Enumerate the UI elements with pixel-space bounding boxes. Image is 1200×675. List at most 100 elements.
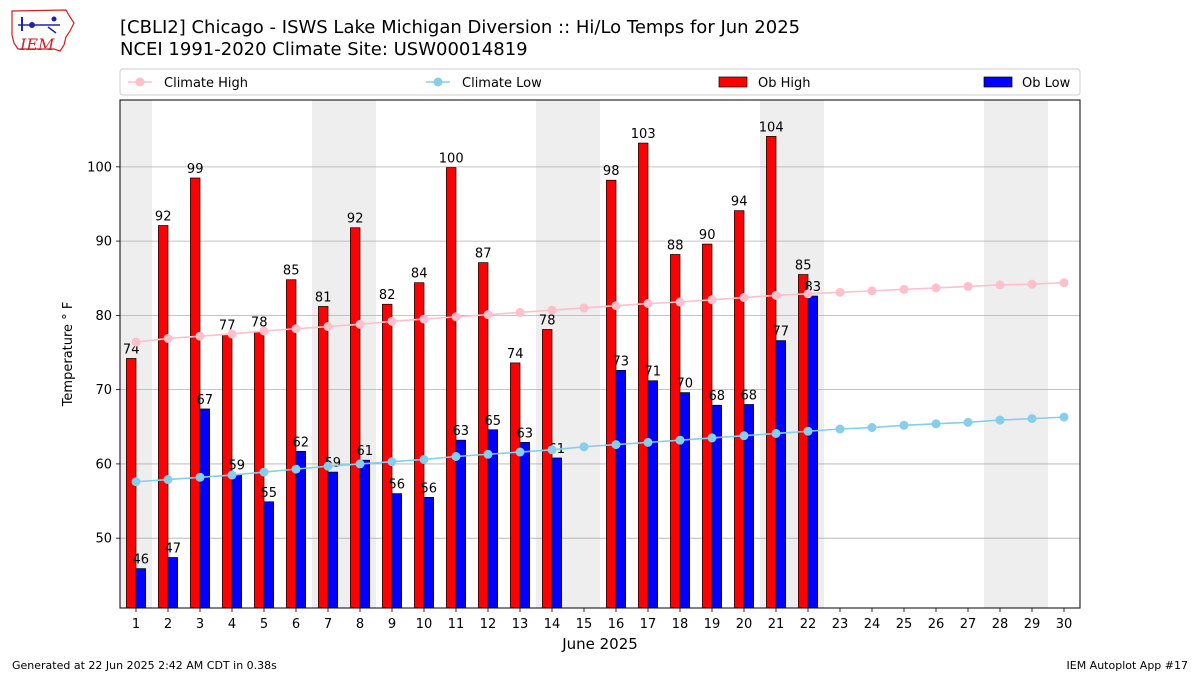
ob-low-bar (167, 557, 178, 609)
climate-low-point (675, 435, 685, 445)
climate-high-point (931, 283, 941, 293)
climate-high-point (323, 322, 333, 332)
x-tick-label: 22 (800, 617, 817, 632)
ob-high-label: 100 (439, 152, 464, 167)
weekend-shading (568, 100, 600, 608)
ob-low-bar (647, 380, 658, 609)
x-tick-label: 30 (1056, 617, 1073, 632)
x-tick-label: 15 (576, 617, 593, 632)
climate-low-point (739, 431, 749, 441)
climate-low-point (195, 472, 205, 482)
climate-low-point (291, 464, 301, 474)
x-tick-label: 9 (388, 617, 396, 632)
ob-low-label: 68 (709, 389, 726, 404)
ob-high-bar (510, 362, 521, 609)
ob-low-label: 77 (773, 325, 790, 340)
legend-climate-high-marker (135, 77, 145, 87)
x-tick-label: 17 (640, 617, 657, 632)
generated-timestamp: Generated at 22 Jun 2025 2:42 AM CDT in … (12, 659, 277, 672)
climate-low-point (931, 419, 941, 429)
ob-low-label: 59 (229, 458, 246, 473)
x-tick-label: 26 (928, 617, 945, 632)
x-tick-label: 10 (416, 617, 433, 632)
ob-low-bar (679, 392, 690, 609)
x-tick-label: 7 (324, 617, 332, 632)
climate-low-point (643, 437, 653, 447)
climate-low-point (419, 454, 429, 464)
climate-low-point (1027, 414, 1037, 424)
climate-high-point (419, 314, 429, 324)
ob-high-label: 94 (731, 195, 748, 210)
ob-low-label: 68 (741, 389, 758, 404)
x-tick-label: 5 (260, 617, 268, 632)
climate-low-point (579, 442, 589, 452)
climate-low-point (163, 475, 173, 485)
legend: Climate High Climate Low Ob High Ob Low (119, 68, 1081, 96)
ob-low-label: 55 (261, 486, 278, 501)
climate-low-line (135, 416, 1065, 483)
y-axis-label: Temperature ° F (61, 302, 76, 408)
ob-high-label: 85 (283, 264, 300, 279)
climate-high-point (963, 281, 973, 291)
y-tick-label: 50 (95, 532, 112, 547)
ob-low-bar (231, 473, 242, 609)
y-tick-label: 80 (95, 309, 112, 324)
climate-high-point (483, 310, 493, 320)
ob-low-label: 70 (677, 377, 694, 392)
climate-low-point (867, 423, 877, 433)
ob-high-label: 103 (631, 127, 656, 142)
climate-low-point (227, 470, 237, 480)
x-tick-label: 11 (448, 617, 465, 632)
climate-high-point (707, 295, 717, 305)
ob-high-bar (542, 329, 553, 609)
climate-high-point (739, 293, 749, 303)
x-tick-label: 4 (228, 617, 236, 632)
ob-low-bar (519, 442, 530, 609)
climate-high-point (1027, 279, 1037, 289)
legend-ob-high-swatch (718, 76, 748, 88)
climate-low-point (451, 451, 461, 461)
ob-low-bar (327, 471, 338, 609)
ob-low-label: 63 (517, 426, 534, 441)
x-tick-label: 25 (896, 617, 913, 632)
climate-low-point (259, 467, 269, 477)
climate-high-point (835, 287, 845, 297)
ob-high-bar (446, 167, 457, 609)
climate-low-point (707, 433, 717, 443)
x-tick-label: 14 (544, 617, 561, 632)
climate-high-point (163, 333, 173, 343)
iowa-state-weather-logo-icon (11, 9, 75, 52)
x-tick-label: 28 (992, 617, 1009, 632)
x-tick-label: 27 (960, 617, 977, 632)
climate-low-point (323, 461, 333, 471)
legend-climate-low-label: Climate Low (462, 76, 542, 91)
legend-climate-low-marker (433, 77, 443, 87)
x-tick-label: 12 (480, 617, 497, 632)
climate-low-point (899, 420, 909, 430)
climate-low-point (1059, 412, 1069, 422)
climate-low-point (611, 440, 621, 450)
ob-low-label: 63 (453, 424, 470, 439)
ob-low-label: 62 (293, 435, 310, 450)
chart-subtitle: NCEI 1991-2020 Climate Site: USW00014819 (120, 39, 528, 60)
ob-high-label: 99 (187, 162, 204, 177)
climate-high-line (135, 281, 1065, 343)
climate-high-point (579, 303, 589, 313)
climate-high-point (867, 286, 877, 296)
climate-high-point (515, 307, 525, 317)
x-tick-label: 6 (292, 617, 300, 632)
x-tick-label: 16 (608, 617, 625, 632)
x-tick-label: 19 (704, 617, 721, 632)
y-tick-label: 100 (87, 160, 112, 175)
climate-low-point (995, 415, 1005, 425)
ob-low-label: 67 (197, 393, 214, 408)
ob-low-label: 56 (421, 481, 438, 496)
legend-climate-high-label: Climate High (164, 76, 248, 91)
climate-low-point (803, 426, 813, 436)
ob-high-label: 90 (699, 228, 716, 243)
y-tick-label: 90 (95, 235, 112, 250)
climate-high-point (771, 290, 781, 300)
climate-high-point (291, 324, 301, 334)
climate-high-point (387, 316, 397, 326)
ob-low-label: 61 (357, 444, 374, 459)
